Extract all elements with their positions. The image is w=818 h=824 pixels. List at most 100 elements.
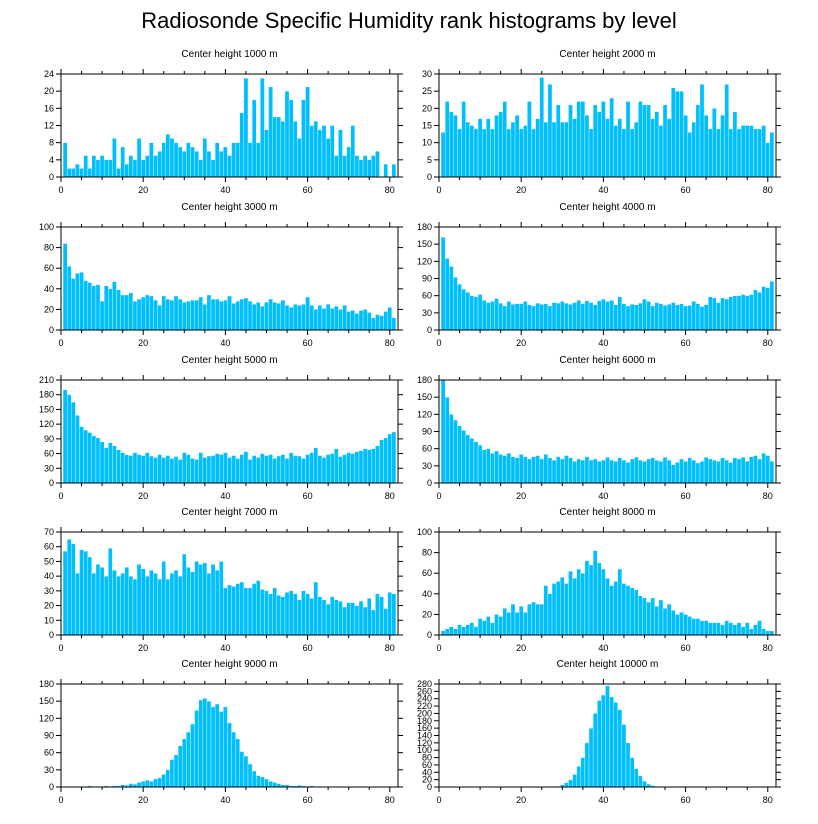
histogram-bar (675, 90, 680, 178)
histogram-bar (745, 125, 750, 178)
histogram-bar (662, 608, 668, 636)
histogram-bar (761, 453, 766, 484)
histogram-bar (490, 128, 495, 178)
histogram-bar (268, 593, 273, 636)
y-tick-label: 240 (417, 694, 432, 704)
histogram-bar (169, 299, 175, 331)
histogram-bar (609, 696, 614, 788)
histogram-bar (99, 441, 105, 484)
y-tick-label: 220 (417, 701, 432, 711)
histogram-bar (481, 620, 487, 636)
histogram-bar (276, 783, 282, 788)
histogram-bar (190, 146, 195, 178)
histogram-bar (642, 461, 647, 484)
y-tick-label: 30 (422, 461, 432, 471)
histogram-bar (153, 155, 158, 178)
histogram-bar (580, 459, 586, 484)
histogram-bar (354, 155, 360, 178)
x-tick-label: 80 (763, 338, 773, 348)
x-tick-label: 0 (58, 643, 63, 653)
histogram-bar (206, 151, 212, 178)
y-tick-label: 180 (39, 390, 54, 400)
histogram-bar (251, 304, 257, 331)
histogram-bar (87, 432, 92, 484)
histogram-bar (564, 782, 569, 788)
panel-5: Center height 5000 m 0 20 40 60 80 0 30 60 90 120 1… (39, 355, 403, 501)
histogram-bar (683, 115, 688, 178)
histogram-bar (309, 125, 314, 178)
histogram-bar (210, 564, 216, 636)
x-tick-label: 40 (598, 795, 608, 805)
histogram-bar (514, 303, 520, 331)
histogram-bar (75, 573, 80, 636)
y-tick-label: 16 (44, 103, 54, 113)
histogram-bar (362, 606, 368, 636)
x-tick-label: 0 (58, 491, 63, 501)
histogram-bar (338, 129, 343, 178)
histogram-bar (675, 462, 680, 484)
histogram-bar (457, 284, 462, 331)
histogram-bar (465, 292, 470, 331)
histogram-bar (235, 583, 240, 636)
histogram-bar (83, 280, 88, 331)
histogram-bar (264, 129, 269, 178)
histogram-bar (165, 298, 171, 331)
histogram-bar (543, 303, 549, 331)
histogram-bar (518, 454, 524, 484)
histogram-bar (198, 452, 203, 484)
histogram-bar (371, 155, 376, 178)
histogram-bar (605, 118, 610, 178)
histogram-bar (666, 603, 672, 636)
histogram-bar (116, 289, 121, 331)
y-tick-label: 40 (422, 589, 432, 599)
histogram-bar (284, 90, 290, 178)
panel-7: Center height 7000 m 0 20 40 60 80 0 10 20 30 40 50… (44, 507, 403, 653)
histogram-bar (605, 578, 610, 636)
histogram-bar (728, 296, 734, 331)
histogram-bar (712, 297, 717, 331)
histogram-bar (79, 549, 84, 636)
histogram-bar (609, 300, 614, 331)
histogram-bar (260, 78, 265, 178)
histogram-bar (116, 168, 121, 178)
histogram-bar (560, 577, 565, 636)
histogram-bar (745, 461, 750, 484)
histogram-bar (375, 445, 380, 484)
histogram-bar (198, 564, 203, 636)
histogram-bar (440, 237, 446, 331)
histogram-bar (161, 142, 166, 178)
histogram-bar (666, 304, 672, 331)
histogram-bar (605, 301, 610, 331)
histogram-bar (231, 142, 236, 178)
histogram-bar (87, 282, 92, 331)
histogram-bar (387, 592, 393, 636)
histogram-bar (284, 305, 290, 331)
histogram-bar (317, 596, 323, 636)
histogram-bar (177, 459, 183, 484)
histogram-bar (757, 620, 762, 636)
histogram-bar (584, 300, 590, 331)
histogram-bar (276, 455, 282, 484)
histogram-bar (95, 564, 101, 636)
histogram-bar (362, 309, 368, 331)
histogram-bar (629, 587, 635, 636)
x-tick-label: 60 (303, 491, 313, 501)
histogram-bar (153, 778, 158, 788)
histogram-bar (531, 601, 536, 636)
histogram-bar (642, 298, 647, 331)
histogram-bar (391, 431, 397, 484)
histogram-bar (629, 304, 635, 331)
y-tick-label: 80 (44, 243, 54, 253)
histogram-bar (223, 452, 228, 484)
histogram-bar (683, 614, 688, 636)
histogram-bar (239, 751, 245, 788)
histogram-bar (658, 461, 664, 484)
histogram-bar (231, 455, 236, 484)
histogram-bar (609, 97, 614, 178)
x-tick-label: 20 (138, 338, 148, 348)
histogram-bar (584, 560, 590, 636)
histogram-bar (712, 459, 717, 484)
panel-title: Center height 2000 m (559, 49, 655, 60)
histogram-bar (576, 300, 581, 331)
histogram-bar (531, 128, 536, 178)
